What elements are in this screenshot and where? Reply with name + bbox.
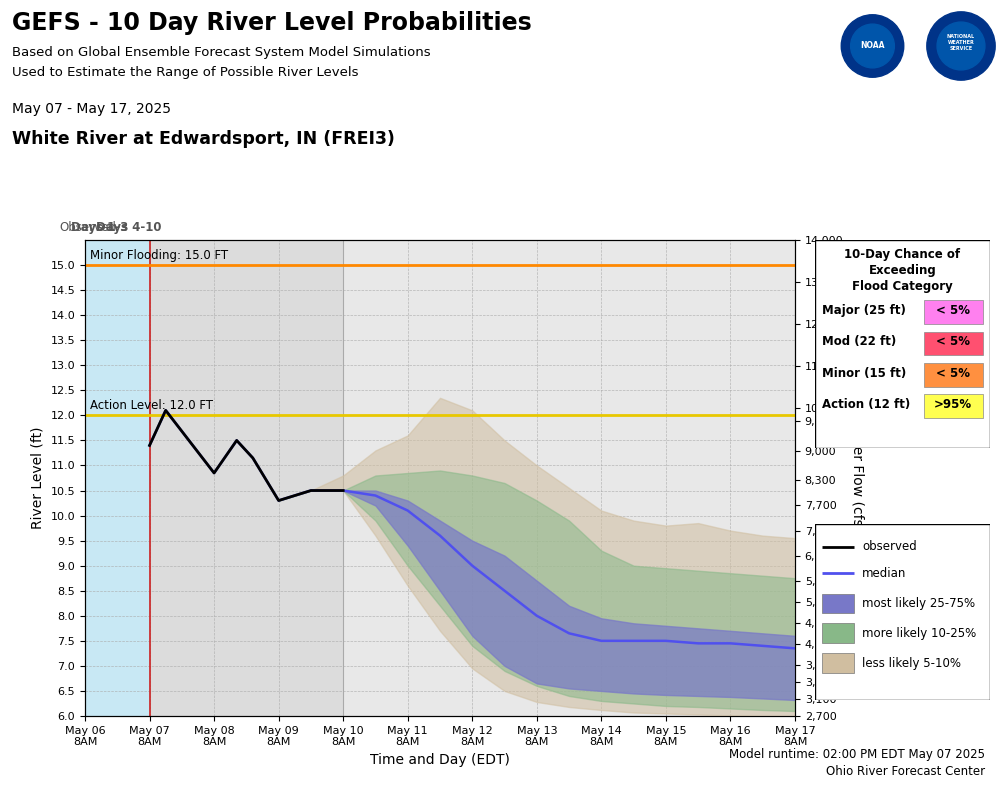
- Bar: [924, 362, 983, 386]
- Circle shape: [927, 12, 995, 80]
- Circle shape: [841, 14, 904, 78]
- Text: 10-Day Chance of
Exceeding
Flood Category: 10-Day Chance of Exceeding Flood Categor…: [844, 248, 961, 294]
- Text: Action (12 ft): Action (12 ft): [822, 398, 910, 411]
- Text: Minor (15 ft): Minor (15 ft): [822, 366, 906, 380]
- Text: Major (25 ft): Major (25 ft): [822, 304, 906, 318]
- Bar: [924, 394, 983, 418]
- Circle shape: [851, 24, 894, 68]
- Circle shape: [937, 22, 985, 70]
- Y-axis label: River Flow (cfs): River Flow (cfs): [850, 425, 864, 531]
- Bar: [822, 594, 854, 613]
- Text: May 07 - May 17, 2025: May 07 - May 17, 2025: [12, 102, 171, 115]
- Bar: [343, 240, 795, 716]
- Text: Observed: Observed: [59, 222, 116, 234]
- Bar: [924, 300, 983, 324]
- Text: < 5%: < 5%: [936, 335, 970, 349]
- Bar: [150, 240, 343, 716]
- Text: most likely 25-75%: most likely 25-75%: [862, 597, 975, 610]
- Y-axis label: River Level (ft): River Level (ft): [31, 426, 45, 530]
- Text: White River at Edwardsport, IN (FREI3): White River at Edwardsport, IN (FREI3): [12, 130, 395, 149]
- Text: < 5%: < 5%: [936, 366, 970, 380]
- Bar: [924, 331, 983, 355]
- Text: Based on Global Ensemble Forecast System Model Simulations: Based on Global Ensemble Forecast System…: [12, 46, 431, 59]
- X-axis label: Time and Day (EDT): Time and Day (EDT): [370, 753, 510, 767]
- Text: Days 4-10: Days 4-10: [96, 222, 162, 234]
- Text: Minor Flooding: 15.0 FT: Minor Flooding: 15.0 FT: [90, 249, 228, 262]
- Text: GEFS - 10 Day River Level Probabilities: GEFS - 10 Day River Level Probabilities: [12, 11, 532, 35]
- Bar: [822, 623, 854, 643]
- Bar: [822, 654, 854, 673]
- Text: Mod (22 ft): Mod (22 ft): [822, 335, 896, 349]
- Bar: [85, 240, 150, 716]
- Text: median: median: [862, 566, 907, 580]
- Text: NOAA: NOAA: [860, 42, 885, 50]
- Text: NATIONAL
WEATHER
SERVICE: NATIONAL WEATHER SERVICE: [947, 34, 975, 51]
- Text: Action Level: 12.0 FT: Action Level: 12.0 FT: [90, 399, 213, 412]
- Text: >95%: >95%: [934, 398, 972, 411]
- Text: observed: observed: [862, 540, 917, 554]
- Text: less likely 5-10%: less likely 5-10%: [862, 657, 961, 670]
- Text: Used to Estimate the Range of Possible River Levels: Used to Estimate the Range of Possible R…: [12, 66, 358, 79]
- Text: more likely 10-25%: more likely 10-25%: [862, 626, 976, 640]
- Text: < 5%: < 5%: [936, 304, 970, 318]
- Text: Days 1-3: Days 1-3: [71, 222, 128, 234]
- Text: Model runtime: 02:00 PM EDT May 07 2025
Ohio River Forecast Center: Model runtime: 02:00 PM EDT May 07 2025 …: [729, 747, 985, 778]
